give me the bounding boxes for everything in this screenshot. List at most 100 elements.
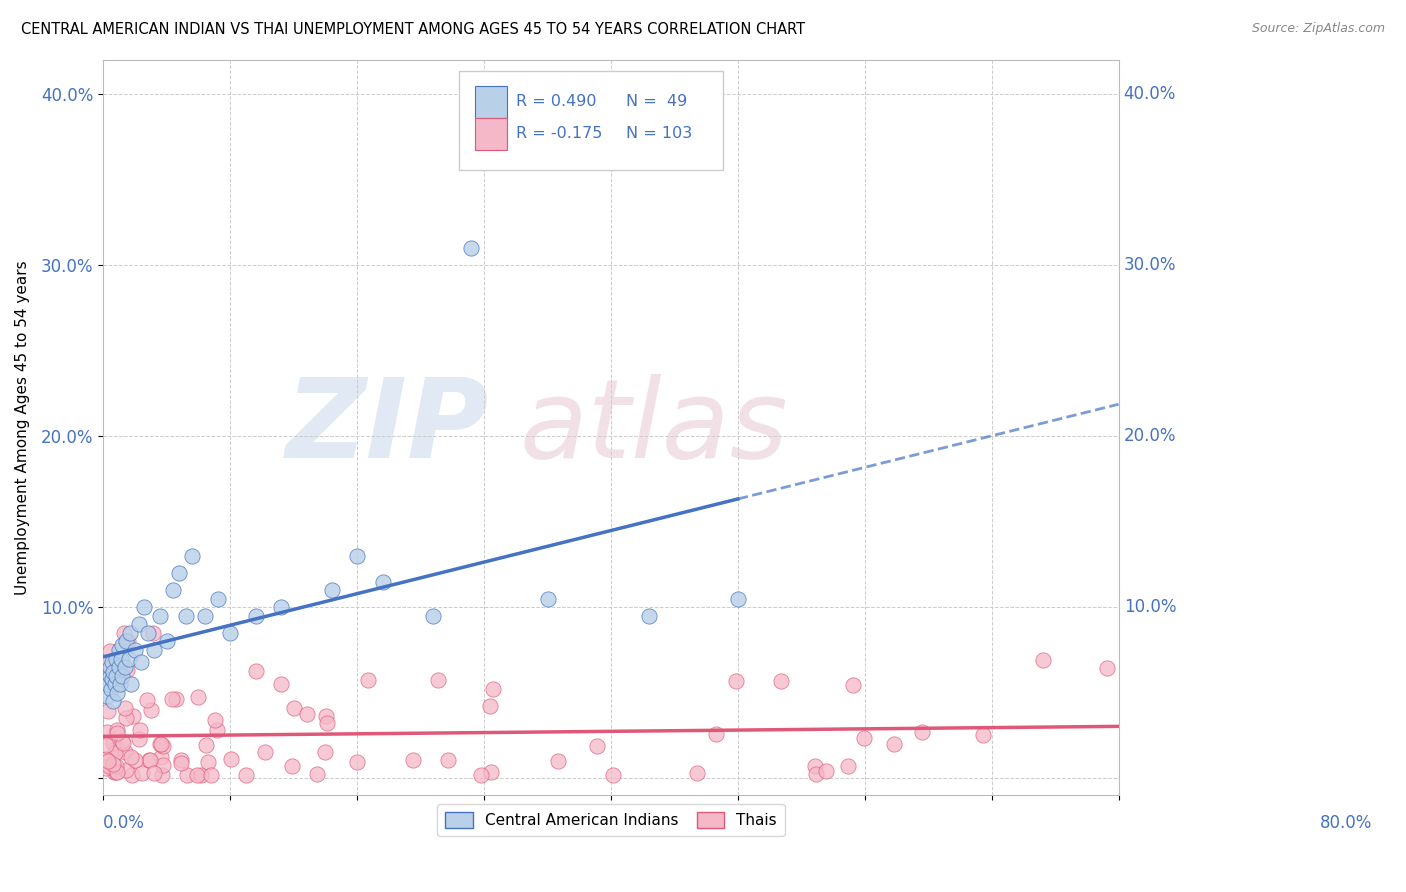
Point: [170, 756, 193, 770]
Point: [357, 673, 380, 687]
Point: [150, 750, 173, 764]
Point: [536, 591, 558, 606]
Point: [117, 634, 139, 648]
Text: 40.0%: 40.0%: [1123, 85, 1175, 103]
Point: [114, 700, 136, 714]
Point: [219, 752, 242, 766]
Point: [94, 761, 117, 775]
Point: [321, 582, 343, 597]
Point: [316, 715, 339, 730]
Point: [135, 693, 157, 707]
Point: [120, 749, 142, 764]
Point: [101, 672, 124, 686]
Point: [281, 759, 304, 773]
Point: [105, 668, 128, 682]
Point: [426, 673, 449, 688]
Point: [111, 638, 134, 652]
Point: [478, 698, 501, 713]
Point: [197, 755, 219, 769]
Text: 30.0%: 30.0%: [1123, 256, 1177, 274]
Point: [111, 734, 134, 748]
Text: CENTRAL AMERICAN INDIAN VS THAI UNEMPLOYMENT AMONG AGES 45 TO 54 YEARS CORRELATI: CENTRAL AMERICAN INDIAN VS THAI UNEMPLOY…: [21, 22, 806, 37]
Point: [1095, 660, 1118, 674]
Point: [129, 723, 152, 738]
Point: [204, 713, 226, 727]
Point: [107, 666, 129, 681]
Point: [112, 736, 135, 750]
Point: [128, 617, 150, 632]
Point: [105, 765, 128, 780]
Point: [547, 754, 569, 768]
Point: [804, 759, 827, 773]
Point: [98, 759, 121, 773]
Point: [207, 591, 229, 606]
Point: [104, 677, 127, 691]
Point: [124, 643, 146, 657]
Point: [94, 752, 117, 766]
Point: [100, 673, 122, 687]
Point: [187, 690, 209, 704]
Point: [195, 739, 218, 753]
Point: [176, 767, 198, 781]
Point: [103, 765, 125, 780]
Point: [97, 704, 120, 718]
Point: [94, 738, 117, 752]
Text: N = 103: N = 103: [626, 126, 692, 141]
Text: 10.0%: 10.0%: [1123, 599, 1177, 616]
Point: [482, 681, 505, 696]
Point: [169, 566, 191, 580]
Point: [883, 737, 905, 751]
Point: [586, 739, 609, 753]
Y-axis label: Unemployment Among Ages 45 to 54 years: Unemployment Among Ages 45 to 54 years: [15, 260, 30, 595]
Point: [704, 727, 727, 741]
Point: [108, 677, 131, 691]
Point: [97, 677, 120, 691]
Point: [98, 668, 121, 682]
Point: [422, 608, 444, 623]
Point: [402, 754, 425, 768]
Point: [118, 625, 141, 640]
Point: [131, 765, 153, 780]
FancyBboxPatch shape: [458, 70, 723, 170]
Point: [181, 549, 204, 563]
Point: [128, 731, 150, 746]
Point: [911, 725, 934, 739]
Point: [115, 634, 138, 648]
Point: [186, 768, 208, 782]
Point: [149, 608, 172, 623]
Point: [190, 768, 212, 782]
Point: [254, 745, 277, 759]
Point: [156, 634, 179, 648]
Text: R = 0.490: R = 0.490: [516, 94, 596, 109]
Point: [115, 711, 138, 725]
Point: [686, 766, 709, 780]
Point: [235, 768, 257, 782]
Point: [270, 600, 292, 615]
Point: [139, 703, 162, 717]
Point: [346, 756, 368, 770]
Point: [852, 731, 875, 746]
Point: [100, 682, 122, 697]
Point: [101, 655, 124, 669]
Legend: Central American Indians, Thais: Central American Indians, Thais: [437, 805, 785, 836]
Point: [314, 745, 336, 759]
Point: [105, 765, 128, 780]
Point: [103, 694, 125, 708]
Point: [770, 673, 793, 688]
Point: [132, 600, 155, 615]
Point: [841, 678, 863, 692]
Point: [602, 768, 624, 782]
Text: 20.0%: 20.0%: [1123, 427, 1177, 445]
Point: [98, 644, 121, 658]
Point: [98, 660, 121, 674]
Point: [138, 753, 160, 767]
Point: [1032, 653, 1054, 667]
Point: [142, 765, 165, 780]
Point: [97, 754, 120, 768]
Point: [436, 753, 458, 767]
Text: 80.0%: 80.0%: [1320, 814, 1372, 831]
Point: [143, 643, 166, 657]
Point: [107, 723, 129, 737]
Text: 0.0%: 0.0%: [103, 814, 145, 831]
Point: [170, 754, 193, 768]
